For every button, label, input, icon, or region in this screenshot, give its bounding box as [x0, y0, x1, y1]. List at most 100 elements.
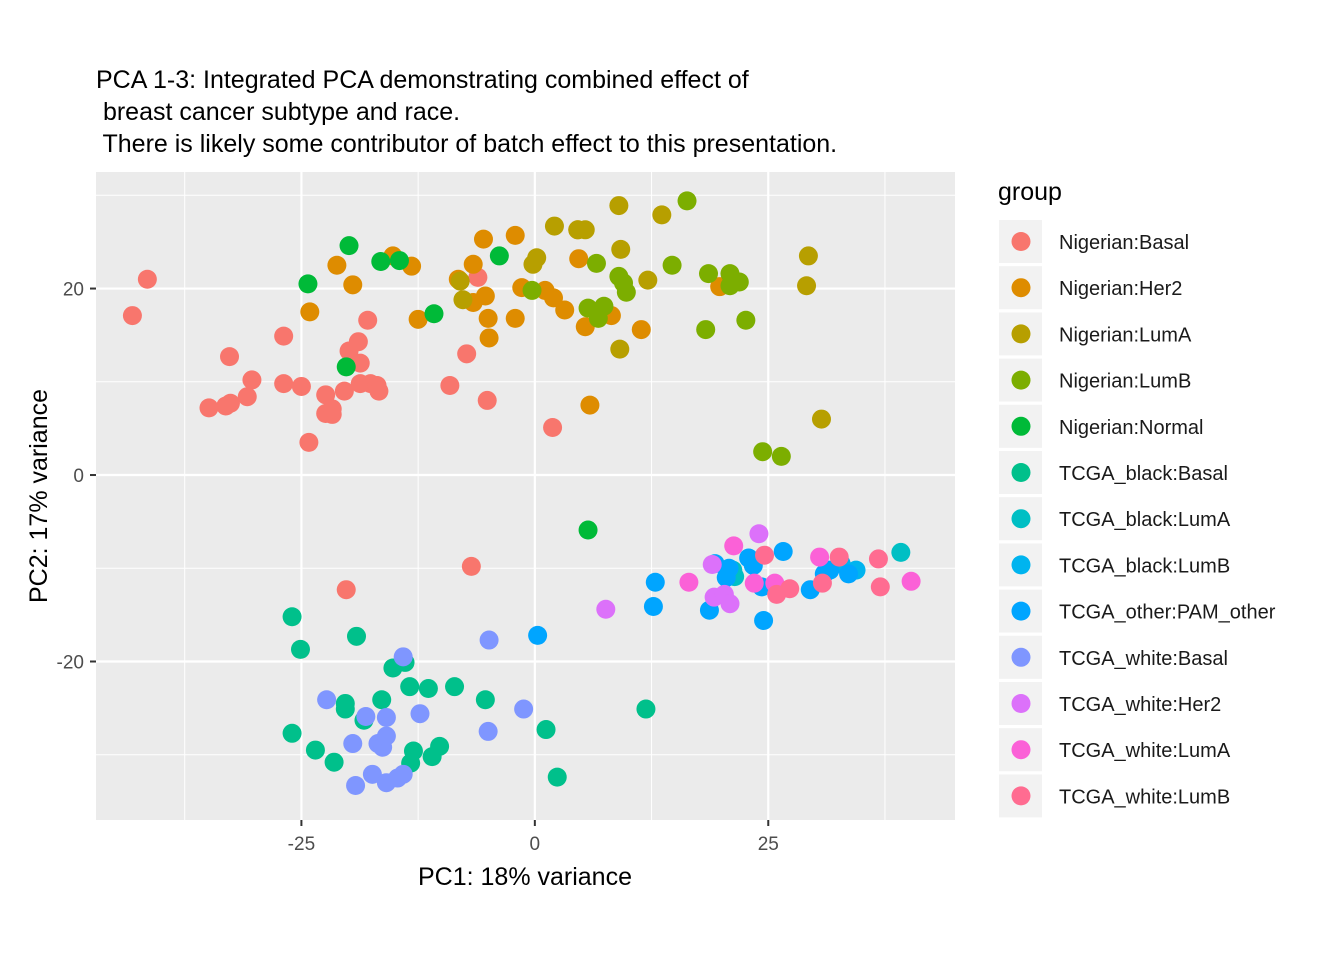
data-points: [122, 191, 921, 796]
data-point: [408, 309, 428, 329]
data-point: [594, 296, 614, 316]
x-tick-label: 25: [758, 834, 779, 855]
y-axis: -20 0 20: [57, 280, 96, 673]
data-point: [891, 542, 911, 562]
data-point: [505, 308, 525, 328]
data-point: [317, 690, 337, 710]
data-point: [372, 690, 392, 710]
legend-marker: [1011, 324, 1031, 344]
title-line-3: There is likely some contributor of batc…: [96, 130, 837, 158]
data-point: [586, 253, 606, 273]
x-axis-title: PC1: 18% variance: [418, 863, 632, 891]
data-point: [473, 229, 493, 249]
legend-marker: [1011, 740, 1031, 760]
x-tick-label: -25: [288, 834, 315, 855]
data-point: [736, 310, 756, 330]
data-point: [237, 387, 257, 407]
data-point: [643, 596, 663, 616]
data-point: [348, 332, 368, 352]
legend-marker: [1011, 786, 1031, 806]
chart-title: PCA 1-3: Integrated PCA demonstrating co…: [96, 66, 837, 158]
legend-label: TCGA_white:LumA: [1059, 740, 1231, 762]
data-point: [358, 310, 378, 330]
data-point: [453, 290, 473, 310]
data-point: [290, 639, 310, 659]
data-point: [489, 246, 509, 266]
data-point: [410, 704, 430, 724]
data-point: [440, 376, 460, 396]
data-point: [544, 288, 564, 308]
data-point: [199, 398, 219, 418]
data-point: [424, 304, 444, 324]
data-point: [580, 395, 600, 415]
data-point: [610, 339, 630, 359]
legend: group Nigerian:Basal Nigerian:Her2 Nigeria…: [998, 178, 1276, 818]
legend-label: Nigerian:Basal: [1059, 232, 1189, 254]
data-point: [461, 556, 481, 576]
data-point: [343, 734, 363, 754]
data-point: [645, 572, 665, 592]
data-point: [478, 308, 498, 328]
data-point: [216, 396, 236, 416]
data-point: [327, 255, 347, 275]
data-point: [400, 677, 420, 697]
legend-label: TCGA_black:LumB: [1059, 555, 1230, 577]
data-point: [475, 286, 495, 306]
data-point: [505, 225, 525, 245]
data-point: [445, 677, 465, 697]
data-point: [522, 280, 542, 300]
data-point: [274, 326, 294, 346]
legend-marker: [1011, 370, 1031, 390]
x-tick-label: 0: [530, 834, 541, 855]
legend-label: Nigerian:Normal: [1059, 417, 1204, 439]
data-point: [578, 520, 598, 540]
data-point: [901, 571, 921, 591]
y-tick-label: 20: [63, 280, 84, 301]
data-point: [754, 610, 774, 630]
data-point: [702, 555, 722, 575]
data-point: [810, 547, 830, 567]
data-point: [477, 390, 497, 410]
data-point: [479, 630, 499, 650]
data-point: [220, 347, 240, 367]
data-point: [282, 723, 302, 743]
data-point: [868, 549, 888, 569]
data-point: [753, 442, 773, 462]
data-point: [324, 752, 344, 772]
data-point: [463, 254, 483, 274]
data-point: [638, 270, 658, 290]
data-point: [371, 252, 391, 272]
data-point: [457, 344, 477, 364]
data-point: [609, 196, 629, 216]
title-line-1: PCA 1-3: Integrated PCA demonstrating co…: [96, 66, 749, 94]
data-point: [679, 572, 699, 592]
data-point: [137, 269, 157, 289]
data-point: [242, 370, 262, 390]
data-point: [631, 320, 651, 340]
data-point: [479, 328, 499, 348]
data-point: [376, 707, 396, 727]
data-point: [347, 626, 367, 646]
data-point: [346, 776, 366, 796]
data-point: [418, 679, 438, 699]
data-point: [300, 302, 320, 322]
data-point: [798, 246, 818, 266]
data-point: [527, 248, 547, 268]
legend-label: TCGA_white:Her2: [1059, 694, 1221, 716]
data-point: [652, 205, 672, 225]
data-point: [475, 690, 495, 710]
data-point: [305, 740, 325, 760]
data-point: [282, 607, 302, 627]
data-point: [829, 547, 849, 567]
data-point: [528, 625, 548, 645]
data-point: [575, 220, 595, 240]
data-point: [339, 236, 359, 256]
data-point: [298, 274, 318, 294]
data-point: [729, 272, 749, 292]
data-point: [773, 541, 793, 561]
data-point: [343, 275, 363, 295]
data-point: [780, 579, 800, 599]
legend-label: Nigerian:LumA: [1059, 324, 1192, 346]
data-point: [536, 720, 556, 740]
